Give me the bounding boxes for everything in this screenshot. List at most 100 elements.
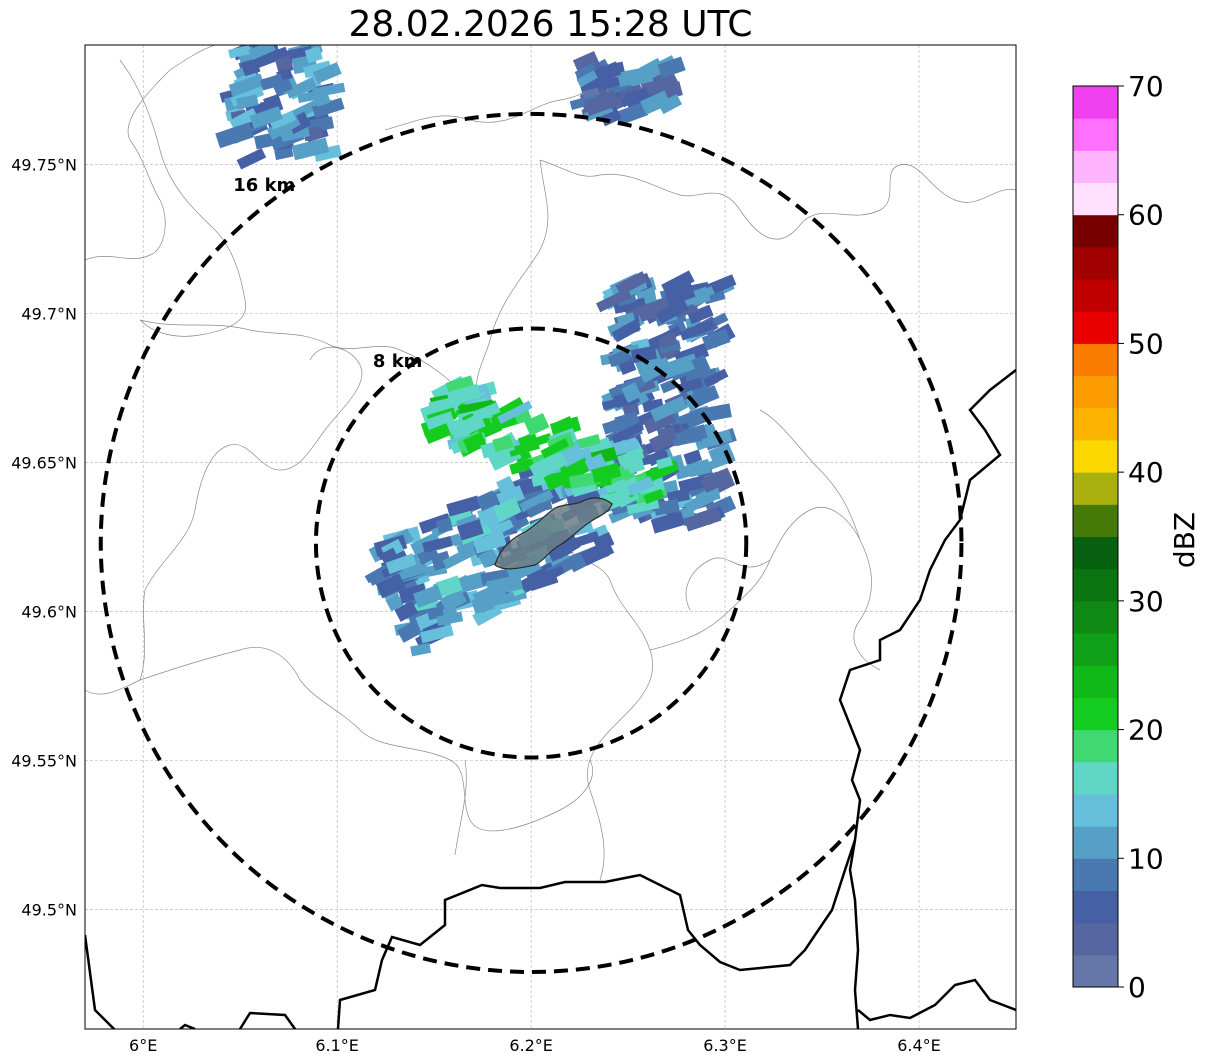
echo-cell bbox=[240, 58, 261, 77]
echo-cell bbox=[562, 445, 598, 468]
echo-cell bbox=[496, 485, 525, 508]
echo-cell bbox=[657, 426, 677, 444]
border-line bbox=[179, 1023, 196, 1029]
echo-cell bbox=[436, 517, 453, 534]
echo-cell bbox=[394, 600, 419, 622]
echo-cell bbox=[656, 456, 673, 470]
echo-cell bbox=[312, 82, 346, 98]
boundary-line bbox=[539, 159, 1016, 240]
echo-cell bbox=[478, 548, 499, 569]
echo-cell bbox=[689, 286, 711, 307]
city-outline bbox=[494, 497, 613, 570]
colorbar-bin bbox=[1073, 633, 1118, 666]
echo-cell bbox=[472, 587, 495, 609]
border-line bbox=[857, 978, 1016, 1022]
colorbar-bin bbox=[1073, 407, 1118, 441]
echo-cell bbox=[304, 46, 323, 64]
echo-cell bbox=[620, 90, 644, 108]
echo-cell bbox=[492, 434, 514, 452]
echo-cell bbox=[272, 78, 293, 96]
echo-cell bbox=[655, 298, 690, 325]
echo-cell bbox=[297, 91, 316, 104]
colorbar-tick-label: 50 bbox=[1128, 327, 1164, 360]
echo-cell bbox=[446, 383, 482, 407]
echo-cell bbox=[627, 476, 655, 496]
echo-cell bbox=[472, 602, 503, 627]
colorbar-bin bbox=[1073, 858, 1118, 891]
echo-cell bbox=[671, 428, 703, 447]
colorbar-bin bbox=[1073, 375, 1118, 409]
boundary-line bbox=[685, 557, 771, 611]
echo-cell bbox=[549, 416, 582, 438]
echo-cell bbox=[643, 488, 665, 504]
echo-cell bbox=[531, 432, 553, 448]
echo-cell bbox=[436, 611, 464, 627]
echo-cell bbox=[555, 457, 592, 486]
echo-cell bbox=[678, 377, 704, 394]
x-tick-label: 6.2°E bbox=[509, 1036, 553, 1055]
echo-cell bbox=[422, 535, 453, 553]
colorbar-bin bbox=[1073, 118, 1118, 151]
range-ring-16km bbox=[98, 111, 964, 975]
echo-cell bbox=[574, 433, 601, 450]
colorbar-bin bbox=[1073, 246, 1118, 280]
echo-cell bbox=[607, 349, 631, 368]
border-line bbox=[848, 839, 860, 1029]
echo-cell bbox=[546, 539, 573, 562]
range-rings: 8 km 16 km bbox=[98, 111, 964, 975]
echo-cell bbox=[463, 432, 488, 454]
echo-cell bbox=[413, 584, 443, 608]
echo-cell bbox=[269, 110, 297, 130]
echo-cell bbox=[650, 510, 686, 534]
echo-cell bbox=[657, 56, 686, 79]
colorbar-bin bbox=[1073, 922, 1118, 956]
echo-cell bbox=[385, 593, 404, 612]
boundary-line bbox=[476, 159, 549, 401]
colorbar-bin bbox=[1073, 279, 1118, 312]
echo-cell bbox=[627, 461, 646, 475]
echo-cell bbox=[700, 467, 734, 493]
colorbar-bin bbox=[1073, 214, 1118, 248]
colorbar-tick-label: 30 bbox=[1128, 585, 1164, 618]
echo-cell bbox=[636, 451, 669, 467]
colorbar-bin bbox=[1073, 568, 1118, 602]
echo-cell bbox=[249, 106, 283, 129]
echo-cell bbox=[460, 413, 486, 436]
x-tick-label: 6°E bbox=[129, 1036, 157, 1055]
boundary-line bbox=[139, 319, 471, 401]
echo-cell bbox=[385, 553, 417, 575]
range-ring-label: 8 km bbox=[373, 351, 423, 372]
colorbar-bin bbox=[1073, 697, 1118, 731]
echo-cell bbox=[302, 60, 332, 79]
echo-cell bbox=[687, 459, 712, 478]
echo-cell bbox=[691, 354, 711, 375]
echo-cell bbox=[613, 437, 640, 456]
echo-cell bbox=[703, 368, 729, 388]
echo-cell bbox=[496, 475, 516, 495]
echo-cell bbox=[285, 77, 317, 99]
echo-cell bbox=[664, 281, 696, 306]
x-tick-label: 6.3°E bbox=[703, 1036, 747, 1055]
colorbar-bin bbox=[1073, 311, 1118, 344]
y-tick-label: 49.75°N bbox=[11, 155, 77, 174]
echo-cell bbox=[640, 90, 671, 115]
echo-cell bbox=[274, 147, 294, 161]
echo-cell bbox=[540, 438, 570, 459]
map-frame bbox=[84, 44, 1017, 1030]
colorbar-bin bbox=[1073, 343, 1118, 377]
colorbar-bin bbox=[1073, 600, 1118, 634]
colorbar-ticks: 0 10 20 30 40 50 60 70 bbox=[1118, 70, 1164, 1004]
echo-cell bbox=[614, 101, 649, 126]
border-line bbox=[238, 1011, 297, 1029]
echo-cell bbox=[658, 332, 678, 349]
echo-cell bbox=[591, 462, 622, 484]
echo-cell bbox=[683, 506, 722, 532]
colorbar-bin bbox=[1073, 472, 1118, 505]
echo-cell bbox=[613, 297, 647, 314]
colorbar-bin bbox=[1073, 504, 1118, 537]
colorbar-bin bbox=[1073, 150, 1118, 184]
admin-boundaries bbox=[85, 45, 1016, 881]
colorbar-label: dBZ bbox=[1168, 512, 1201, 568]
colorbar-bin bbox=[1073, 182, 1118, 216]
echo-cell bbox=[259, 73, 284, 90]
